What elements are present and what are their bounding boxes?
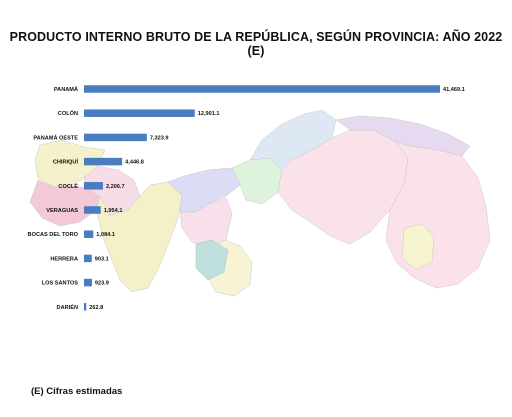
value-label: 41,469.1	[443, 87, 465, 93]
map-region-colon	[249, 109, 337, 171]
bar	[84, 254, 92, 263]
category-label: DARIÉN	[57, 303, 78, 311]
bar	[84, 182, 103, 190]
category-label: VERAGUAS	[46, 208, 78, 214]
map-region-azuero	[195, 239, 229, 281]
value-label: 903.1	[95, 256, 109, 262]
chart-title: PRODUCTO INTERNO BRUTO DE LA REPÚBLICA, …	[9, 30, 503, 58]
map-region-embera	[401, 223, 435, 271]
bar	[84, 230, 94, 238]
bar	[84, 157, 123, 166]
category-label: LOS SANTOS	[42, 281, 79, 287]
value-label: 1,954.1	[104, 208, 123, 214]
map-region-cocle	[167, 167, 241, 213]
value-label: 1,084.1	[96, 232, 115, 238]
value-label: 4,446.8	[125, 160, 144, 166]
bar	[84, 133, 147, 142]
category-label: COLÓN	[58, 109, 78, 117]
category-label: PANAMÁ	[54, 86, 78, 93]
value-label: 7,323.9	[150, 135, 169, 141]
category-label: COCLÉ	[58, 182, 78, 190]
value-label: 923.9	[95, 281, 109, 287]
map-region-herrera	[179, 197, 233, 249]
category-label: CHIRIQUÍ	[53, 158, 79, 166]
category-label: BOCAS DEL TORO	[28, 232, 79, 238]
category-label: HERRERA	[50, 256, 78, 262]
value-label: 2,206.7	[106, 184, 125, 190]
bar	[84, 109, 195, 117]
footnote: (E) Cifras estimadas	[31, 386, 123, 397]
bar	[84, 278, 92, 287]
bar	[84, 303, 87, 311]
bar	[84, 206, 101, 214]
category-label: PANAMÁ OESTE	[33, 134, 78, 141]
value-label: 12,901.1	[198, 111, 220, 117]
value-label: 262.8	[89, 305, 103, 311]
map-region-veraguas	[95, 181, 183, 293]
bar	[84, 85, 440, 93]
